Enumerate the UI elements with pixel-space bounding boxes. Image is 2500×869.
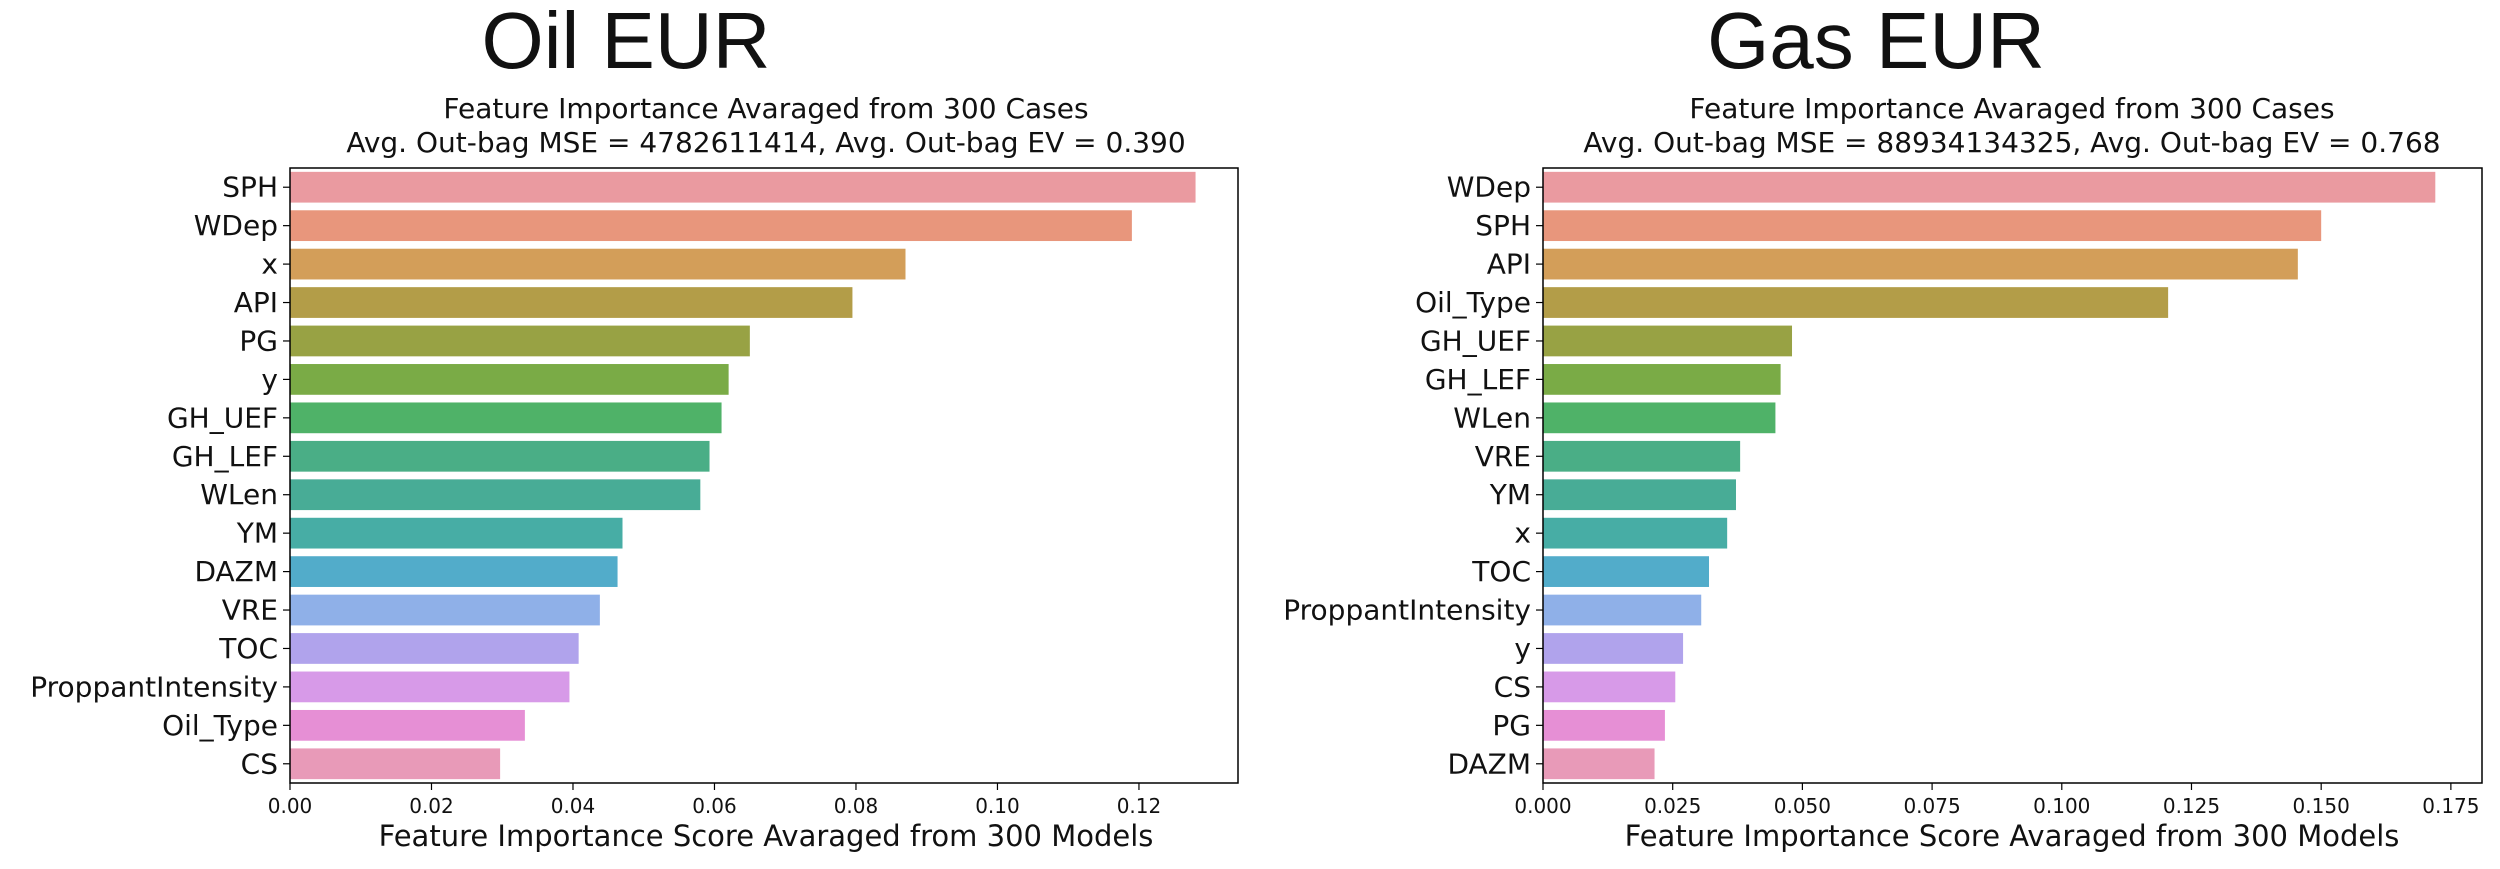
bar-api: [1543, 248, 2298, 280]
category-label: ProppantIntensity: [30, 670, 278, 703]
bar-sph: [1543, 210, 2322, 242]
x-tick-label: 0.150: [2293, 794, 2350, 818]
category-labels: SPH WDep x API PG y GH_UEF GH_LEF WLen YM DAZM VRE T…: [30, 171, 290, 780]
bar-dazm: [1543, 748, 1655, 780]
category-label: VRE: [1475, 440, 1531, 473]
bar-x: [1543, 517, 1728, 549]
category-label: WLen: [1453, 401, 1531, 434]
chart-title-line1: Feature Importance Avaraged from 300 Cas…: [1689, 92, 2334, 125]
x-tick-label: 0.10: [975, 794, 1020, 818]
chart-title-line2: Avg. Out-bag MSE = 4782611414, Avg. Out-…: [346, 126, 1185, 159]
category-label: WDep: [194, 209, 278, 242]
category-label: DAZM: [194, 555, 278, 588]
category-label: y: [1514, 632, 1531, 665]
bar-group: [290, 171, 1196, 780]
category-label: PG: [1492, 709, 1531, 742]
bar-ym: [290, 517, 623, 549]
category-label: SPH: [222, 171, 278, 204]
chart-title-line1: Feature Importance Avaraged from 300 Cas…: [443, 92, 1088, 125]
category-label: PG: [239, 324, 278, 357]
bar-dazm: [290, 556, 618, 587]
x-tick-label: 0.00: [268, 794, 313, 818]
bar-sph: [290, 171, 1196, 203]
bar-vre: [1543, 440, 1741, 472]
bar-gh-lef: [1543, 364, 1781, 395]
category-label: WLen: [200, 478, 278, 511]
category-label: ProppantIntensity: [1283, 594, 1531, 627]
category-label: TOC: [1471, 555, 1531, 588]
bar-x: [290, 248, 906, 280]
bar-gh-lef: [290, 440, 710, 472]
plot-frame: [289, 167, 1239, 784]
bar-wdep: [1543, 171, 2436, 203]
category-label: TOC: [218, 632, 278, 665]
bar-wlen: [290, 479, 701, 511]
category-label: GH_UEF: [1420, 324, 1531, 357]
bar-pg: [290, 325, 750, 357]
x-tick-label: 0.175: [2422, 794, 2479, 818]
bar-wlen: [1543, 402, 1776, 434]
chart-title-line2: Avg. Out-bag MSE = 88934134325, Avg. Out…: [1583, 126, 2440, 159]
bar-gh-uef: [290, 402, 722, 434]
category-label: SPH: [1475, 209, 1531, 242]
plot-frame: [1542, 167, 2483, 784]
gas-eur-panel: Gas EUR Feature Importance Avaraged from…: [1283, 0, 2483, 853]
category-label: Oil_Type: [1415, 286, 1531, 319]
x-axis-label: Feature Importance Score Avaraged from 3…: [1625, 819, 2400, 853]
x-tick-label: 0.125: [2163, 794, 2220, 818]
bar-oil-type: [1543, 287, 2169, 318]
bar-toc: [1543, 556, 1710, 587]
bar-y: [290, 364, 729, 395]
panel-title: Gas EUR: [1707, 0, 2045, 85]
x-tick-label: 0.025: [1644, 794, 1701, 818]
x-tick-label: 0.12: [1117, 794, 1162, 818]
bar-toc: [290, 633, 579, 664]
category-label: CS: [1494, 670, 1531, 703]
bar-wdep: [290, 210, 1132, 242]
category-label: GH_LEF: [172, 440, 278, 473]
x-tick-label: 0.04: [551, 794, 596, 818]
bar-oil-type: [290, 709, 525, 741]
category-label: API: [234, 286, 278, 319]
bar-gh-uef: [1543, 325, 1793, 357]
x-tick-label: 0.000: [1514, 794, 1571, 818]
category-label: x: [261, 248, 278, 281]
x-ticks: 0.000 0.025 0.050 0.075 0.100 0.125 0.150 0.175: [1514, 783, 2480, 818]
bar-proppantintensity: [290, 671, 570, 703]
category-label: y: [261, 363, 278, 396]
category-label: GH_LEF: [1425, 363, 1531, 396]
category-label: YM: [1489, 478, 1531, 511]
bar-vre: [290, 594, 600, 626]
x-tick-label: 0.050: [1774, 794, 1831, 818]
bar-proppantintensity: [1543, 594, 1702, 626]
category-label: DAZM: [1447, 747, 1531, 780]
category-label: CS: [241, 747, 278, 780]
bar-y: [1543, 633, 1684, 664]
bar-api: [290, 287, 853, 318]
bar-pg: [1543, 709, 1665, 741]
x-tick-label: 0.08: [834, 794, 879, 818]
category-label: YM: [236, 517, 278, 550]
oil-eur-panel: Oil EUR Feature Importance Avaraged from…: [30, 0, 1239, 853]
category-label: VRE: [222, 594, 278, 627]
bar-cs: [1543, 671, 1676, 703]
x-tick-label: 0.075: [1903, 794, 1960, 818]
category-label: API: [1487, 248, 1531, 281]
x-ticks: 0.00 0.02 0.04 0.06 0.08 0.10 0.12: [268, 783, 1161, 818]
x-axis-label: Feature Importance Score Avaraged from 3…: [379, 819, 1154, 853]
category-label: Oil_Type: [162, 709, 278, 742]
x-tick-label: 0.06: [692, 794, 737, 818]
bar-ym: [1543, 479, 1736, 511]
x-tick-label: 0.100: [2033, 794, 2090, 818]
category-label: x: [1514, 517, 1531, 550]
category-label: WDep: [1447, 171, 1531, 204]
bar-cs: [290, 748, 501, 780]
bar-group: [1543, 171, 2436, 780]
category-labels: WDep SPH API Oil_Type GH_UEF GH_LEF WLen VRE YM x…: [1283, 171, 1543, 780]
category-label: GH_UEF: [167, 401, 278, 434]
panel-title: Oil EUR: [482, 0, 771, 85]
x-tick-label: 0.02: [409, 794, 454, 818]
